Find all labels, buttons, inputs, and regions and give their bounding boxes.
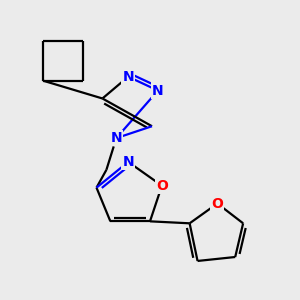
Text: O: O (212, 196, 223, 211)
Text: N: N (152, 84, 164, 98)
Text: N: N (110, 131, 122, 145)
Text: O: O (156, 179, 168, 193)
Text: N: N (122, 70, 134, 84)
Text: N: N (122, 155, 134, 169)
